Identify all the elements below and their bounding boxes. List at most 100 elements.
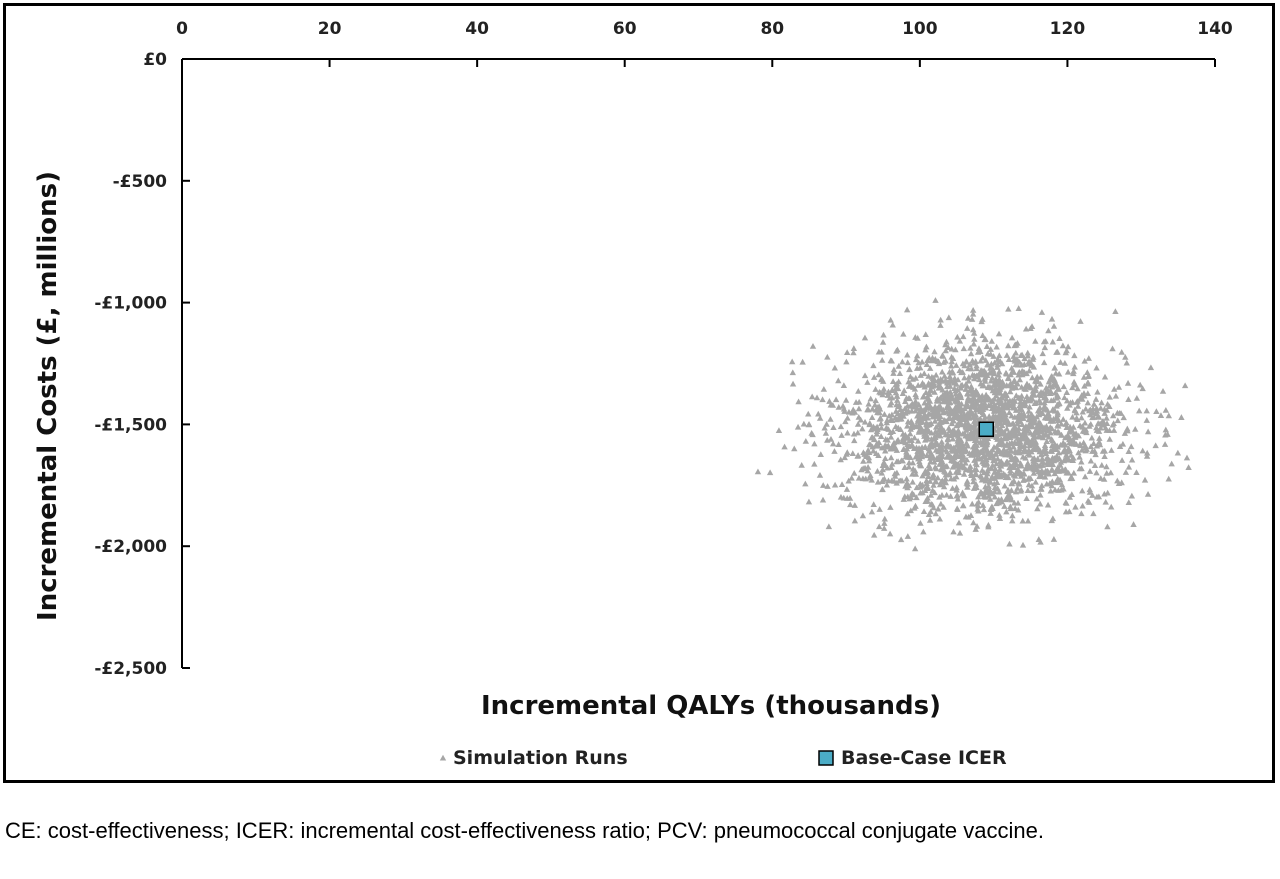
simulation-run-point [1022, 465, 1029, 472]
simulation-run-point [942, 357, 949, 364]
simulation-run-point [1027, 429, 1034, 436]
simulation-run-point [970, 519, 977, 526]
simulation-run-point [896, 401, 903, 408]
simulation-run-point [766, 469, 774, 476]
simulation-run-point [866, 441, 873, 447]
simulation-run-point [1062, 499, 1070, 506]
x-tick-label: 40 [465, 19, 489, 39]
simulation-run-point [965, 365, 972, 372]
simulation-run-point [960, 345, 967, 352]
simulation-run-point [1049, 338, 1056, 345]
simulation-run-point [855, 388, 862, 394]
simulation-run-point [882, 436, 889, 442]
simulation-run-point [996, 462, 1004, 469]
simulation-run-point [898, 477, 906, 484]
simulation-run-point [926, 428, 933, 435]
simulation-run-point [1045, 378, 1053, 385]
simulation-run-point [1161, 441, 1169, 447]
simulation-run-point [1005, 342, 1012, 349]
simulation-run-point [1008, 427, 1016, 433]
simulation-run-point [1103, 407, 1111, 413]
simulation-run-point [896, 416, 903, 422]
simulation-run-point [1183, 454, 1191, 461]
simulation-run-point [1030, 363, 1038, 370]
simulation-run-point [1074, 385, 1081, 392]
simulation-run-point [958, 460, 965, 467]
simulation-run-point [985, 413, 993, 419]
simulation-run-point [1168, 460, 1175, 467]
simulation-run-point [1021, 361, 1028, 367]
simulation-run-point [1033, 378, 1040, 385]
simulation-run-point [972, 448, 980, 455]
simulation-run-point [819, 482, 827, 488]
simulation-run-point [1058, 481, 1066, 488]
simulation-run-point [864, 447, 872, 453]
simulation-run-point [1016, 470, 1023, 476]
simulation-run-point [1051, 364, 1058, 371]
simulation-run-point [947, 388, 954, 395]
simulation-run-point [901, 493, 908, 500]
simulation-run-point [1006, 409, 1013, 416]
simulation-run-point [934, 405, 941, 412]
simulation-run-point [1128, 456, 1136, 463]
simulation-run-point [754, 468, 762, 475]
simulation-run-point [1063, 424, 1070, 430]
simulation-run-point [1110, 412, 1117, 419]
simulation-run-point [1048, 517, 1055, 524]
simulation-run-point [959, 369, 966, 375]
simulation-run-point [1009, 512, 1016, 519]
simulation-run-point [1101, 410, 1108, 416]
simulation-run-point [888, 460, 896, 467]
simulation-run-point [938, 491, 946, 498]
simulation-run-point [954, 396, 961, 403]
simulation-run-point [875, 371, 882, 378]
simulation-run-point [942, 468, 949, 475]
simulation-run-point [1152, 442, 1159, 449]
simulation-run-point [1025, 416, 1032, 423]
simulation-run-point [1005, 375, 1012, 382]
simulation-run-point [1020, 368, 1027, 375]
simulation-run-point [855, 398, 863, 405]
simulation-run-point [997, 427, 1005, 434]
simulation-run-point [977, 403, 984, 410]
simulation-run-point [1096, 420, 1104, 427]
simulation-run-point [983, 441, 991, 448]
simulation-run-point [1157, 412, 1165, 419]
simulation-run-point [880, 525, 888, 531]
simulation-run-point [1056, 400, 1063, 406]
simulation-run-point [956, 439, 963, 446]
simulation-run-point [1101, 373, 1109, 380]
simulation-run-point [861, 464, 869, 471]
simulation-run-point [973, 522, 981, 529]
simulation-run-point [988, 465, 995, 471]
simulation-run-point [1046, 457, 1053, 463]
simulation-run-point [1082, 447, 1089, 454]
simulation-run-point [956, 529, 964, 536]
simulation-run-point [1011, 414, 1019, 420]
simulation-run-point [984, 467, 991, 474]
simulation-run-point [1081, 382, 1088, 389]
simulation-run-point [1001, 412, 1008, 418]
simulation-run-point [1069, 384, 1076, 391]
scatter-plot: 0 20 40 60 80 100 120 140 £0 -£500 -£1,000 -£1,500… [33, 19, 1233, 769]
simulation-run-point [924, 494, 931, 501]
simulation-run-point [917, 462, 924, 468]
simulation-run-point [1060, 383, 1067, 390]
simulation-run-point [808, 430, 815, 436]
simulation-run-point [946, 410, 953, 417]
simulation-run-point [1011, 499, 1018, 506]
simulation-run-point [1102, 498, 1109, 505]
simulation-run-point [1019, 433, 1026, 440]
simulation-run-point [999, 449, 1007, 456]
simulation-run-point [951, 446, 959, 453]
simulation-run-point [889, 321, 896, 328]
simulation-run-point [1036, 428, 1043, 435]
simulation-run-point [913, 352, 921, 359]
simulation-run-point [1058, 466, 1066, 473]
simulation-run-point [958, 415, 965, 422]
simulation-run-point [1016, 376, 1024, 383]
simulation-run-point [1010, 443, 1017, 450]
simulation-run-point [1057, 359, 1064, 365]
simulation-run-point [972, 400, 979, 406]
simulation-run-point [871, 425, 879, 432]
